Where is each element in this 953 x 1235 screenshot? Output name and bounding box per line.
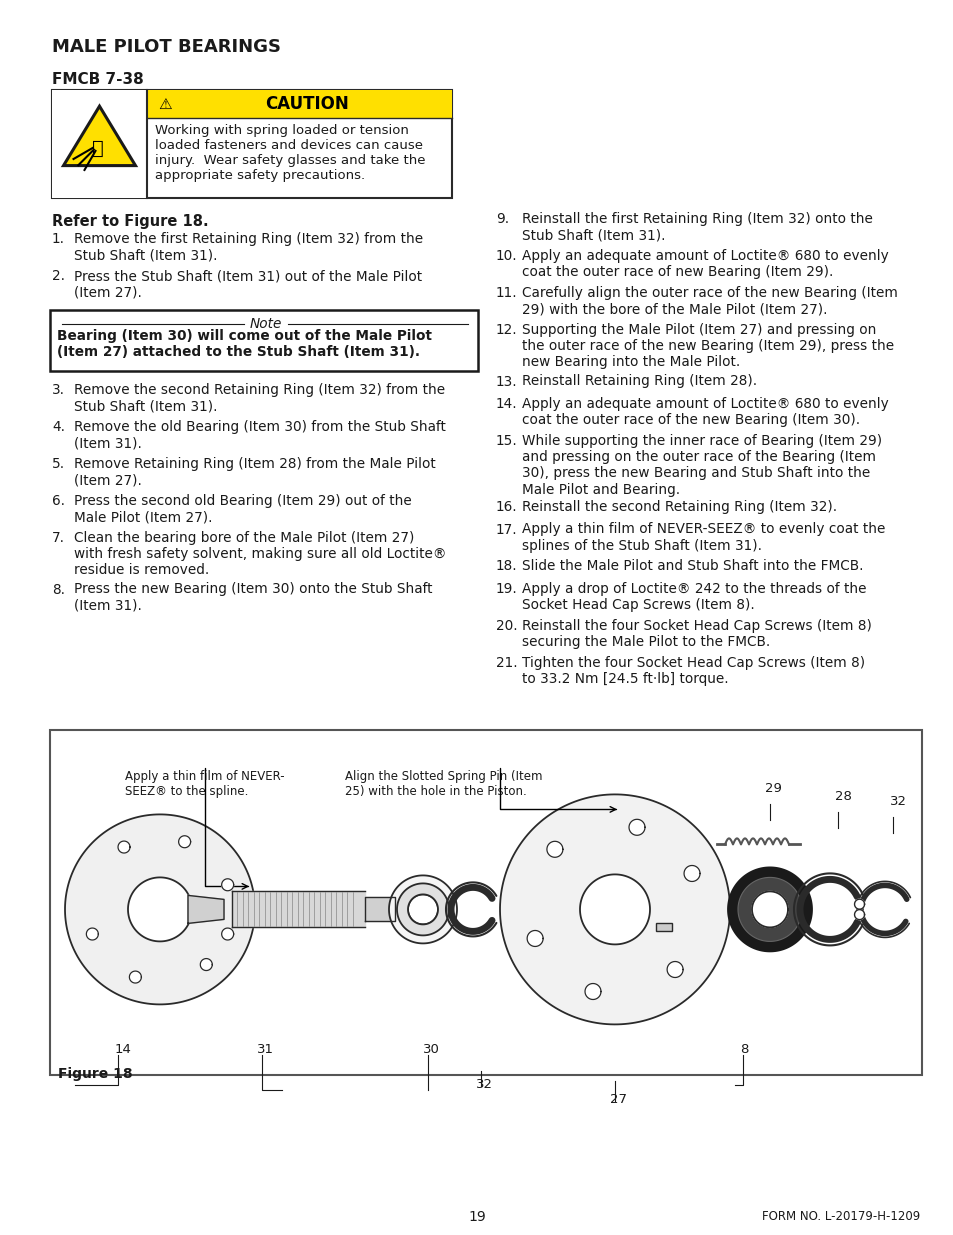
- Text: 29: 29: [764, 782, 781, 795]
- Text: 17.: 17.: [496, 522, 517, 536]
- Text: Apply a thin film of NEVER-
SEEZ® to the spline.: Apply a thin film of NEVER- SEEZ® to the…: [125, 769, 284, 798]
- Text: Apply an adequate amount of Loctite® 680 to evenly
coat the outer race of the ne: Apply an adequate amount of Loctite® 680…: [521, 396, 888, 427]
- Text: FMCB 7-38: FMCB 7-38: [52, 72, 144, 86]
- Text: 9.: 9.: [496, 212, 509, 226]
- PathPatch shape: [727, 867, 811, 951]
- Polygon shape: [854, 899, 863, 909]
- Polygon shape: [200, 958, 213, 971]
- FancyBboxPatch shape: [147, 90, 452, 119]
- Text: CAUTION: CAUTION: [265, 95, 349, 112]
- Text: 11.: 11.: [496, 287, 517, 300]
- Text: 2.: 2.: [52, 269, 65, 283]
- Polygon shape: [628, 819, 644, 835]
- Text: 32: 32: [476, 1078, 493, 1091]
- Polygon shape: [683, 866, 700, 882]
- Text: Remove the old Bearing (Item 30) from the Stub Shaft
(Item 31).: Remove the old Bearing (Item 30) from th…: [74, 420, 445, 451]
- Text: 27: 27: [609, 1093, 626, 1107]
- FancyBboxPatch shape: [52, 90, 147, 198]
- FancyBboxPatch shape: [50, 730, 921, 1074]
- Text: Remove Retaining Ring (Item 28) from the Male Pilot
(Item 27).: Remove Retaining Ring (Item 28) from the…: [74, 457, 436, 487]
- Polygon shape: [666, 962, 682, 978]
- Text: Reinstall the first Retaining Ring (Item 32) onto the
Stub Shaft (Item 31).: Reinstall the first Retaining Ring (Item…: [521, 212, 872, 242]
- Polygon shape: [188, 895, 224, 924]
- Polygon shape: [365, 898, 395, 921]
- Text: Apply a thin film of NEVER-SEEZ® to evenly coat the
splines of the Stub Shaft (I: Apply a thin film of NEVER-SEEZ® to even…: [521, 522, 884, 553]
- Text: 19: 19: [468, 1210, 485, 1224]
- Text: While supporting the inner race of Bearing (Item 29)
and pressing on the outer r: While supporting the inner race of Beari…: [521, 433, 882, 496]
- Text: ⚠: ⚠: [158, 96, 172, 111]
- PathPatch shape: [65, 814, 254, 1004]
- Text: 5.: 5.: [52, 457, 65, 471]
- Polygon shape: [751, 892, 787, 927]
- Text: 13.: 13.: [496, 374, 517, 389]
- Text: Remove the first Retaining Ring (Item 32) from the
Stub Shaft (Item 31).: Remove the first Retaining Ring (Item 32…: [74, 232, 423, 262]
- Text: Refer to Figure 18.: Refer to Figure 18.: [52, 214, 209, 228]
- Text: Remove the second Retaining Ring (Item 32) from the
Stub Shaft (Item 31).: Remove the second Retaining Ring (Item 3…: [74, 383, 445, 414]
- Text: Supporting the Male Pilot (Item 27) and pressing on
the outer race of the new Be: Supporting the Male Pilot (Item 27) and …: [521, 324, 893, 369]
- Polygon shape: [546, 841, 562, 857]
- Text: Reinstall Retaining Ring (Item 28).: Reinstall Retaining Ring (Item 28).: [521, 374, 757, 389]
- Text: Slide the Male Pilot and Stub Shaft into the FMCB.: Slide the Male Pilot and Stub Shaft into…: [521, 559, 862, 573]
- Polygon shape: [221, 927, 233, 940]
- Text: Carefully align the outer race of the new Bearing (Item
29) with the bore of the: Carefully align the outer race of the ne…: [521, 287, 897, 316]
- Text: Working with spring loaded or tension
loaded fasteners and devices can cause
inj: Working with spring loaded or tension lo…: [154, 124, 425, 182]
- Text: 6.: 6.: [52, 494, 65, 508]
- Text: Tighten the four Socket Head Cap Screws (Item 8)
to 33.2 Nm [24.5 ft·lb] torque.: Tighten the four Socket Head Cap Screws …: [521, 656, 864, 687]
- PathPatch shape: [738, 877, 801, 941]
- Text: Reinstall the four Socket Head Cap Screws (Item 8)
securing the Male Pilot to th: Reinstall the four Socket Head Cap Screw…: [521, 619, 871, 650]
- Text: 4.: 4.: [52, 420, 65, 433]
- Text: Apply an adequate amount of Loctite® 680 to evenly
coat the outer race of new Be: Apply an adequate amount of Loctite® 680…: [521, 249, 888, 279]
- Polygon shape: [221, 879, 233, 890]
- Text: Figure 18: Figure 18: [58, 1067, 132, 1081]
- Text: 30: 30: [422, 1044, 439, 1056]
- Text: 7.: 7.: [52, 531, 65, 545]
- Text: 18.: 18.: [496, 559, 517, 573]
- PathPatch shape: [389, 876, 456, 944]
- Text: 32: 32: [889, 795, 906, 808]
- Text: 3.: 3.: [52, 383, 65, 396]
- Text: 8: 8: [740, 1044, 747, 1056]
- Text: 1.: 1.: [52, 232, 65, 246]
- Polygon shape: [118, 841, 130, 853]
- Text: Press the Stub Shaft (Item 31) out of the Male Pilot
(Item 27).: Press the Stub Shaft (Item 31) out of th…: [74, 269, 421, 299]
- FancyBboxPatch shape: [656, 924, 672, 931]
- Text: 31: 31: [256, 1044, 274, 1056]
- Text: Align the Slotted Spring Pin (Item
25) with the hole in the Piston.: Align the Slotted Spring Pin (Item 25) w…: [345, 769, 542, 798]
- Text: Bearing (Item 30) will come out of the Male Pilot
(Item 27) attached to the Stub: Bearing (Item 30) will come out of the M…: [57, 329, 432, 359]
- PathPatch shape: [396, 883, 449, 935]
- Text: 10.: 10.: [496, 249, 517, 263]
- Text: Clean the bearing bore of the Male Pilot (Item 27)
with fresh safety solvent, ma: Clean the bearing bore of the Male Pilot…: [74, 531, 446, 578]
- Polygon shape: [232, 892, 365, 927]
- Text: Apply a drop of Loctite® 242 to the threads of the
Socket Head Cap Screws (Item : Apply a drop of Loctite® 242 to the thre…: [521, 582, 865, 613]
- Text: 21.: 21.: [496, 656, 517, 671]
- Text: ⛑: ⛑: [91, 138, 103, 158]
- Text: Press the second old Bearing (Item 29) out of the
Male Pilot (Item 27).: Press the second old Bearing (Item 29) o…: [74, 494, 412, 524]
- Polygon shape: [854, 910, 863, 920]
- Text: 20.: 20.: [496, 619, 517, 634]
- FancyBboxPatch shape: [50, 310, 477, 370]
- Text: Reinstall the second Retaining Ring (Item 32).: Reinstall the second Retaining Ring (Ite…: [521, 500, 836, 514]
- Text: 16.: 16.: [496, 500, 517, 514]
- Polygon shape: [584, 983, 600, 999]
- Text: 14: 14: [115, 1044, 132, 1056]
- FancyBboxPatch shape: [52, 90, 452, 198]
- PathPatch shape: [499, 794, 729, 1024]
- Polygon shape: [527, 930, 542, 946]
- Text: FORM NO. L-20179-H-1209: FORM NO. L-20179-H-1209: [760, 1210, 919, 1223]
- Text: 15.: 15.: [496, 433, 517, 448]
- Polygon shape: [87, 927, 98, 940]
- Text: Note: Note: [250, 317, 282, 331]
- Text: 28: 28: [834, 790, 851, 803]
- Text: 14.: 14.: [496, 396, 517, 411]
- Text: 19.: 19.: [496, 582, 517, 597]
- Text: Press the new Bearing (Item 30) onto the Stub Shaft
(Item 31).: Press the new Bearing (Item 30) onto the…: [74, 583, 432, 613]
- Polygon shape: [178, 836, 191, 847]
- Polygon shape: [130, 971, 141, 983]
- Text: 8.: 8.: [52, 583, 65, 597]
- Text: 12.: 12.: [496, 324, 517, 337]
- Polygon shape: [64, 106, 135, 165]
- Text: MALE PILOT BEARINGS: MALE PILOT BEARINGS: [52, 38, 281, 56]
